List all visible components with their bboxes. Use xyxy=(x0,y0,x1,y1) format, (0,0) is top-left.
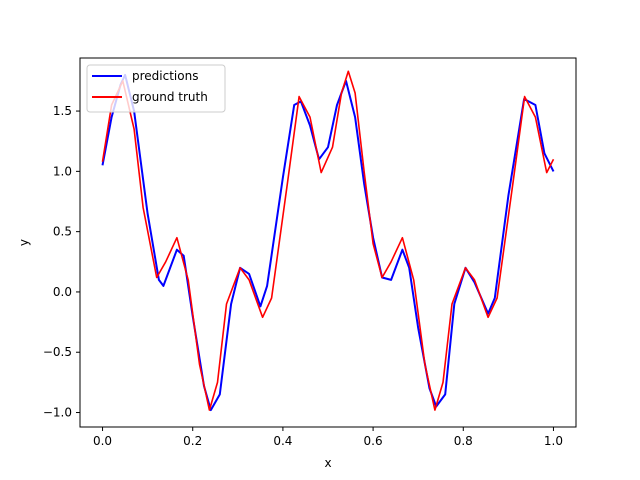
y-tick-label: −0.5 xyxy=(43,345,72,359)
x-tick-label: 0.0 xyxy=(93,434,112,448)
plot-border xyxy=(79,57,577,428)
y-tick-label: 1.0 xyxy=(53,164,72,178)
x-tick-label: 0.4 xyxy=(273,434,292,448)
y-tick-label: −1.0 xyxy=(43,406,72,420)
x-axis-label: x xyxy=(324,456,331,470)
plot-frame xyxy=(80,58,576,427)
series-layer xyxy=(101,70,555,412)
x-tick-label: 1.0 xyxy=(544,434,563,448)
y-tick-label: 1.5 xyxy=(53,104,72,118)
legend-label-ground-truth: ground truth xyxy=(132,90,208,104)
x-tick-label: 0.6 xyxy=(364,434,383,448)
y-axis-label: y xyxy=(17,239,31,246)
x-tick-label: 0.8 xyxy=(454,434,473,448)
x-tick-label: 0.2 xyxy=(183,434,202,448)
y-tick-label: 0.5 xyxy=(53,225,72,239)
series-line-ground-truth xyxy=(101,70,555,411)
x-axis-ticks: 0.0 0.2 0.4 0.6 0.8 1.0 xyxy=(93,427,563,448)
legend-label-predictions: predictions xyxy=(132,69,198,83)
legend: predictions ground truth xyxy=(86,64,226,113)
y-axis-ticks: −1.0 −0.5 0.0 0.5 1.0 1.5 xyxy=(43,104,80,420)
plot-area xyxy=(79,57,577,428)
y-tick-label: 0.0 xyxy=(53,285,72,299)
